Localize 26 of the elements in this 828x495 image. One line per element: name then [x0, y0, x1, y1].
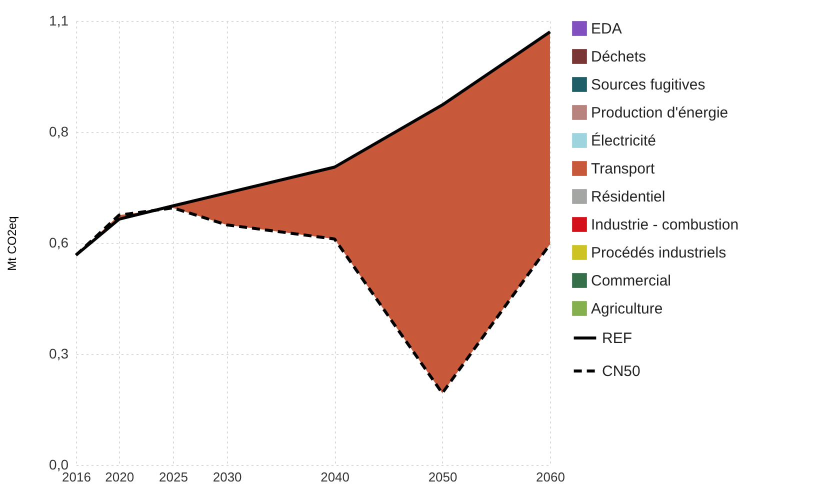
y-tick-label: 1,1: [49, 12, 69, 28]
legend-label: CN50: [602, 363, 640, 380]
legend-label: Procédés industriels: [591, 244, 726, 262]
x-tick-label: 2040: [320, 470, 350, 484]
legend-label: Transport: [591, 160, 656, 178]
legend-label: Électricité: [591, 132, 656, 150]
x-tick-label: 2050: [428, 470, 458, 484]
legend-label: Production d'énergie: [591, 104, 728, 122]
legend-label: Sources fugitives: [591, 76, 706, 94]
legend-label: Commercial: [591, 272, 672, 290]
y-tick-label: 0,3: [49, 346, 69, 362]
y-tick-label: 0,8: [49, 124, 69, 140]
legend-label: REF: [602, 330, 632, 347]
legend-label: Résidentiel: [591, 188, 666, 206]
x-tick-label: 2060: [536, 470, 565, 484]
x-tick-label: 2016: [62, 470, 91, 484]
x-tick-label: 2030: [212, 470, 242, 484]
legend-label: EDA: [591, 20, 622, 38]
y-tick-label: 0,0: [49, 456, 69, 472]
y-tick-label: 0,6: [49, 234, 69, 250]
legend-label: Déchets: [591, 48, 646, 66]
x-tick-label: 2020: [105, 470, 134, 484]
x-tick-label: 2025: [158, 470, 188, 484]
legend-label: Industrie - combustion: [591, 216, 739, 234]
y-axis-title: Mt CO2eq: [5, 216, 20, 271]
legend-label: Agriculture: [591, 300, 663, 318]
